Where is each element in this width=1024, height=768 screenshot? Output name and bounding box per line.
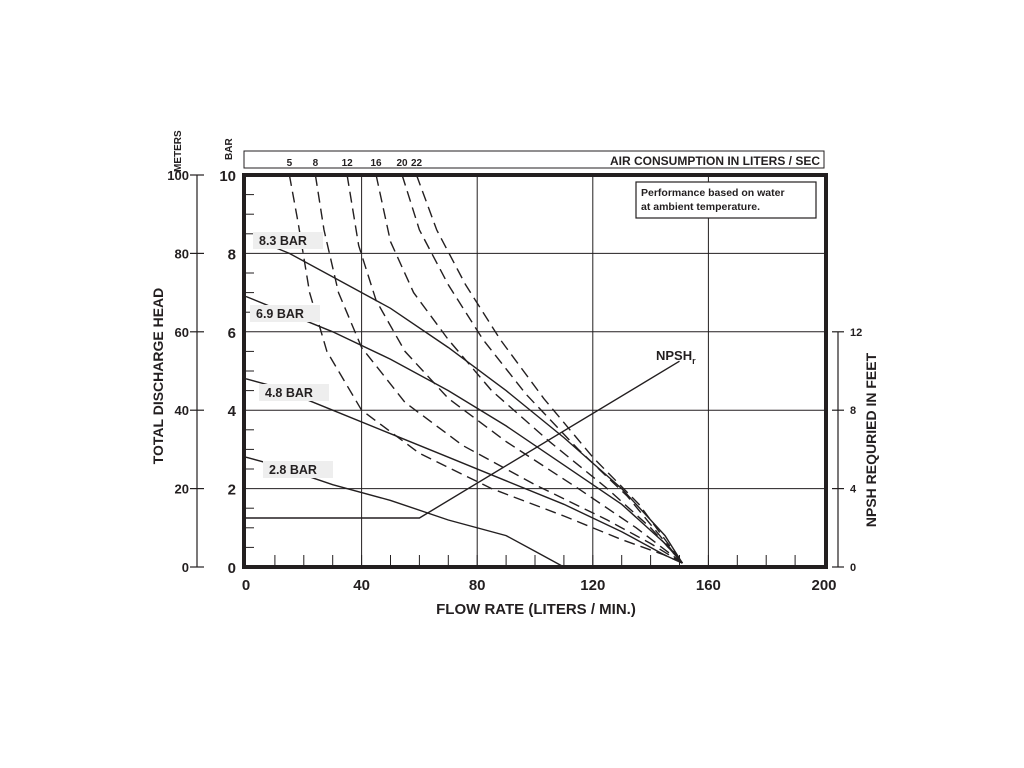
- air-tick-label: 22: [411, 158, 423, 169]
- x-tick-label: 160: [696, 577, 721, 594]
- bar-tick-label: 4: [228, 403, 237, 420]
- bar-tick-label: 8: [228, 246, 236, 263]
- meters-tick-label: 100: [167, 168, 189, 183]
- meters-tick-label: 60: [175, 325, 189, 340]
- npsh-label: NPSHr: [656, 348, 696, 366]
- air-tick-label: 12: [342, 158, 354, 169]
- npsh-curve: [246, 360, 680, 519]
- pressure-label-bg: [259, 384, 329, 401]
- air-curve-20: [401, 174, 683, 564]
- meters-tick-label: 20: [175, 482, 189, 497]
- pressure-label: 8.3 BAR: [259, 234, 307, 248]
- grid: [246, 175, 824, 567]
- note-line-1: Performance based on water: [641, 187, 785, 199]
- bar-tick-label: 10: [219, 168, 236, 185]
- npsh-tick-label: 4: [850, 484, 857, 496]
- air-curve-5: [288, 174, 683, 564]
- pressure-label-bg: [250, 305, 320, 322]
- npsh-tick-label: 8: [850, 405, 856, 417]
- meters-unit-label: METERS: [173, 130, 184, 172]
- y-axis-label: TOTAL DISCHARGE HEAD: [150, 288, 166, 465]
- air-curve-22: [415, 174, 683, 564]
- meters-tick-label: 0: [182, 560, 189, 575]
- pressure-label: 2.8 BAR: [269, 463, 317, 477]
- pressure-labels: 8.3 BAR 6.9 BAR 4.8 BAR 2.8 BAR: [250, 232, 333, 478]
- air-consumption-curves: [288, 174, 683, 564]
- note-box: [635, 181, 817, 219]
- pressure-curve-83: [260, 240, 683, 564]
- air-curve-16: [375, 174, 683, 564]
- x-tick-label: 200: [811, 577, 836, 594]
- pressure-label-bg: [263, 461, 333, 478]
- x-axis-ticks: 0 40 80 120 160 200: [242, 577, 837, 594]
- air-tick-label: 5: [287, 158, 293, 169]
- air-curve-8: [314, 174, 683, 564]
- note-line-2: at ambient temperature.: [641, 201, 760, 213]
- left-axes: 0 20 40 60 80 100 0 2 4 6 8 10: [167, 168, 236, 577]
- air-tick-label: 20: [396, 158, 408, 169]
- x-tick-label: 120: [580, 577, 605, 594]
- meters-tick-label: 80: [175, 246, 189, 261]
- plot-frame: [242, 173, 828, 569]
- bar-tick-label: 6: [228, 325, 236, 342]
- air-tick-label: 16: [370, 158, 382, 169]
- pressure-curve-69: [245, 295, 683, 564]
- air-curve-12: [346, 174, 683, 564]
- right-axis: 0 4 8 12: [832, 327, 862, 574]
- air-consumption-ticks: 5 8 12 16 20 22: [287, 158, 423, 169]
- npsh-line: [246, 360, 680, 519]
- pressure-label-bg: [253, 232, 323, 249]
- pressure-label: 6.9 BAR: [256, 307, 304, 321]
- x-tick-label: 80: [469, 577, 486, 594]
- meters-tick-label: 40: [175, 403, 189, 418]
- npsh-tick-label: 12: [850, 327, 862, 339]
- bar-tick-label: 2: [228, 482, 236, 499]
- air-tick-label: 8: [313, 158, 319, 169]
- y2-axis-label: NPSH REQURIED IN FEET: [863, 352, 879, 527]
- x-axis-label: FLOW RATE (LITERS / MIN.): [436, 601, 636, 618]
- air-consumption-header: [243, 150, 825, 169]
- pressure-label: 4.8 BAR: [265, 386, 313, 400]
- x-tick-label: 40: [353, 577, 370, 594]
- bar-tick-label: 0: [228, 560, 236, 577]
- npsh-tick-label: 0: [850, 562, 856, 574]
- air-consumption-title: AIR CONSUMPTION IN LITERS / SEC: [610, 154, 820, 168]
- x-tick-label: 0: [242, 577, 250, 594]
- bar-unit-label: BAR: [224, 138, 235, 160]
